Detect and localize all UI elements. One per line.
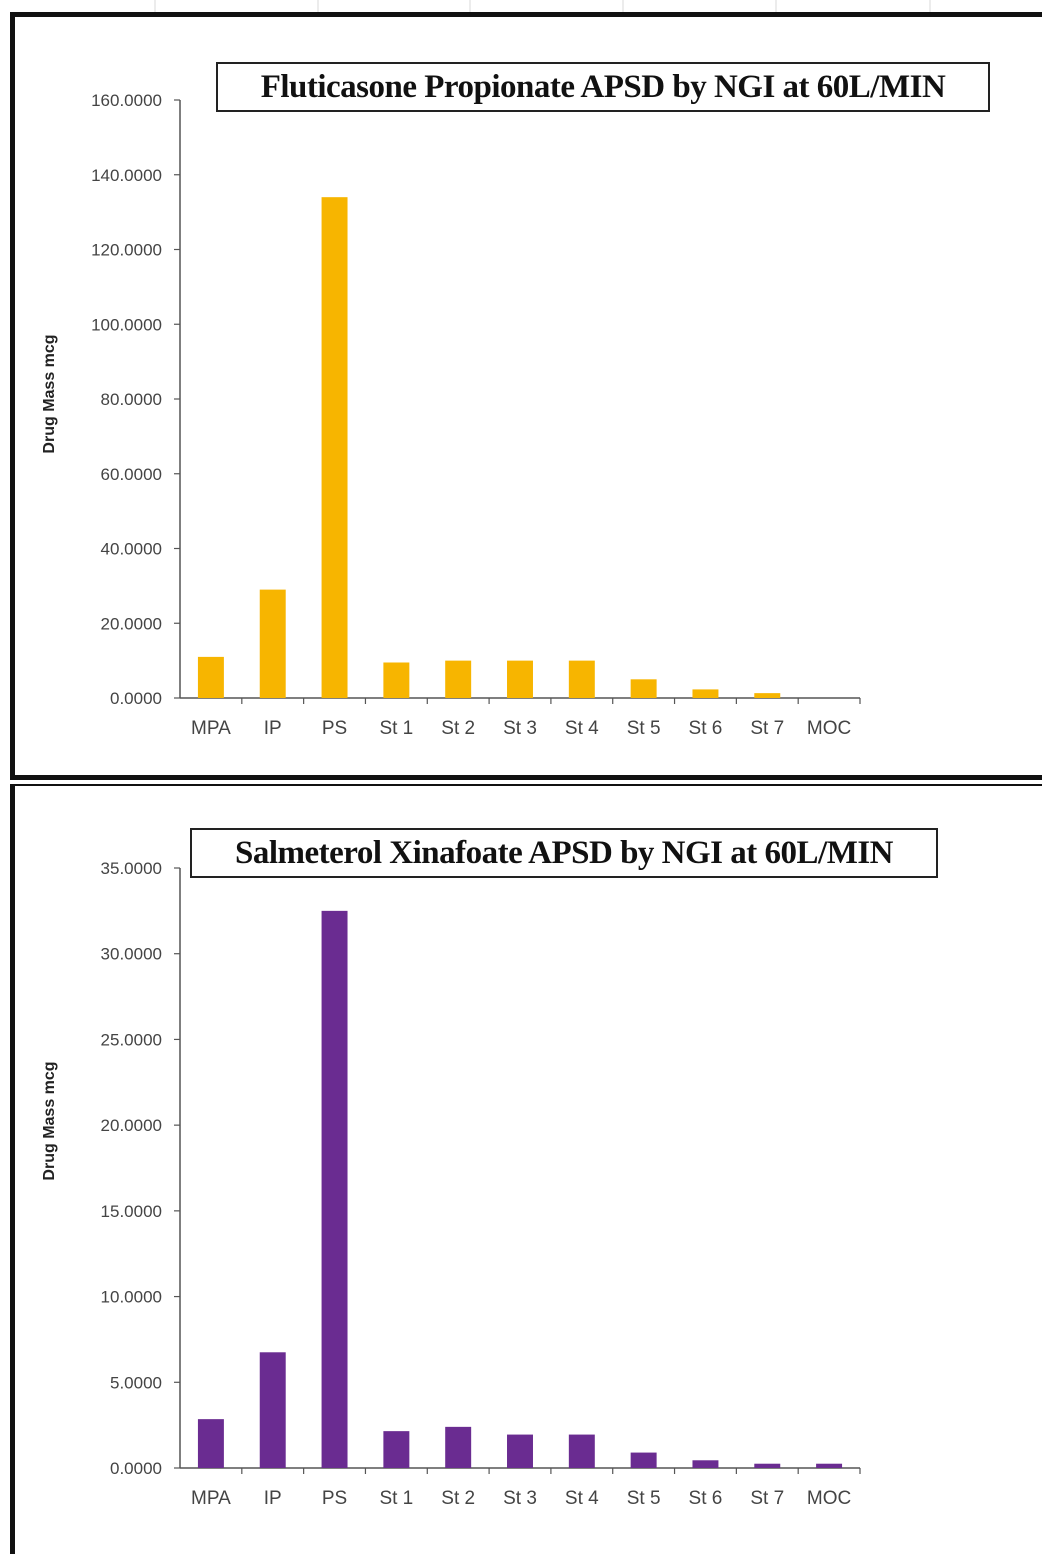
chart-title-salmeterol: Salmeterol Xinafoate APSD by NGI at 60L/… bbox=[190, 828, 938, 878]
y-axis-label-salmeterol: Drug Mass mcg bbox=[41, 1061, 58, 1181]
chart-title-fluticasone: Fluticasone Propionate APSD by NGI at 60… bbox=[216, 62, 990, 112]
y-axis-label-fluticasone: Drug Mass mcg bbox=[41, 334, 58, 454]
chart-panel-fluticasone bbox=[10, 12, 1042, 780]
chart-panel-salmeterol bbox=[10, 784, 1042, 1554]
